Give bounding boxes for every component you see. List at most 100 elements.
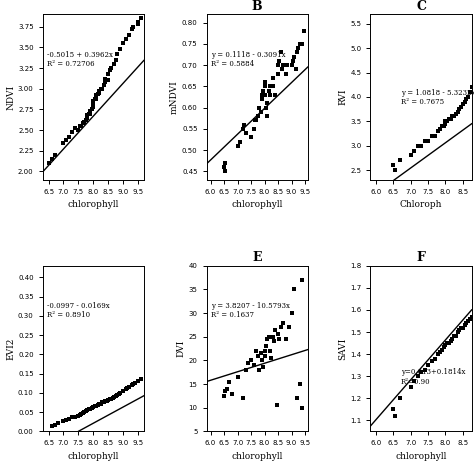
Point [277, 49, 284, 56]
Point [83, 111, 91, 119]
Point [119, 387, 127, 395]
Point [466, 88, 474, 96]
Point [104, 77, 112, 84]
Point [269, 333, 276, 340]
Point [92, 95, 100, 102]
Point [445, 115, 453, 123]
Point [424, 137, 432, 145]
Point [125, 383, 133, 391]
Point [293, 394, 301, 402]
Point [128, 25, 136, 33]
Point [101, 78, 109, 86]
Point [463, 96, 470, 103]
Point [270, 337, 278, 345]
Point [258, 95, 265, 103]
X-axis label: chlorophyll: chlorophyll [68, 201, 119, 210]
Text: F: F [417, 251, 426, 264]
Point [443, 118, 451, 125]
Point [63, 136, 70, 144]
Point [116, 45, 124, 53]
Text: -0.5015 + 0.3962x
R² = 0.72706: -0.5015 + 0.3962x R² = 0.72706 [47, 51, 113, 68]
Point [107, 64, 115, 72]
Text: E: E [252, 251, 262, 264]
Point [447, 337, 455, 345]
Point [254, 352, 262, 359]
Point [69, 128, 76, 136]
Point [296, 380, 303, 388]
Point [289, 57, 297, 64]
Point [234, 142, 241, 150]
X-axis label: chlorophyll: chlorophyll [231, 452, 283, 461]
Point [294, 45, 302, 52]
Point [261, 78, 268, 86]
Point [134, 20, 142, 28]
Point [410, 377, 418, 384]
Point [261, 91, 268, 99]
Point [119, 39, 127, 47]
Point [251, 117, 259, 124]
Point [468, 313, 474, 320]
Point [264, 100, 271, 107]
Point [440, 344, 447, 351]
Point [91, 96, 99, 103]
Point [288, 61, 295, 69]
Point [258, 356, 265, 364]
Point [284, 61, 292, 69]
Point [450, 333, 458, 340]
Text: B: B [252, 0, 263, 13]
Point [468, 83, 474, 91]
Point [113, 391, 121, 399]
Point [447, 115, 455, 123]
Point [292, 65, 300, 73]
Point [222, 167, 229, 175]
Point [452, 110, 460, 118]
Text: y=0.013+0.1814x
R²=0.90: y=0.013+0.1814x R²=0.90 [401, 368, 465, 386]
Y-axis label: DVI: DVI [177, 340, 186, 357]
Point [78, 122, 85, 130]
Point [112, 56, 119, 64]
Point [104, 396, 112, 403]
Point [85, 406, 92, 413]
Point [247, 134, 255, 141]
Point [110, 393, 118, 401]
Point [86, 107, 94, 115]
Point [131, 379, 139, 387]
Point [435, 127, 442, 135]
Point [112, 392, 119, 400]
Point [414, 142, 421, 149]
Point [431, 132, 439, 140]
Point [82, 408, 90, 415]
Point [48, 422, 55, 429]
Point [261, 347, 268, 355]
Point [94, 91, 101, 98]
Point [54, 419, 61, 427]
Point [60, 139, 67, 146]
Point [125, 31, 133, 39]
Point [269, 82, 276, 90]
Point [410, 147, 418, 155]
Point [438, 122, 446, 130]
Point [69, 414, 76, 421]
Point [83, 406, 91, 414]
Point [465, 317, 472, 325]
Point [95, 401, 103, 408]
Point [60, 417, 67, 424]
Point [65, 415, 73, 422]
Point [389, 161, 397, 169]
Point [92, 402, 100, 410]
Point [104, 70, 112, 78]
Point [262, 104, 270, 111]
Y-axis label: RVI: RVI [338, 89, 347, 105]
Point [445, 339, 453, 347]
Point [99, 399, 106, 406]
Point [299, 276, 306, 284]
Point [78, 410, 85, 418]
Point [45, 159, 53, 167]
Point [106, 67, 113, 74]
Point [116, 389, 124, 397]
Point [285, 323, 292, 331]
Point [417, 142, 425, 149]
Point [291, 53, 298, 61]
Point [452, 333, 460, 340]
Point [134, 377, 142, 385]
